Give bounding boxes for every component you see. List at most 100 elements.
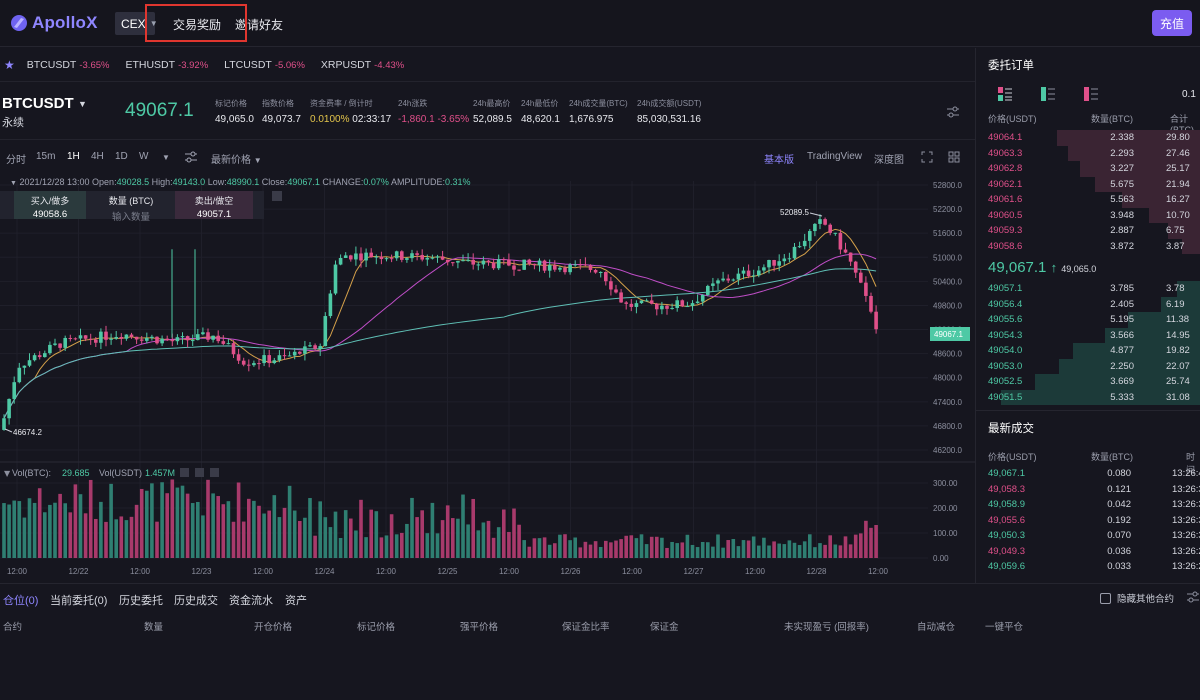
ask-row[interactable]: 49062.8 3.227 25.17: [976, 161, 1200, 177]
row-qty: 3.948: [1110, 209, 1134, 221]
logo[interactable]: ApolloX: [10, 12, 98, 34]
candle-body: [323, 316, 328, 347]
ask-row[interactable]: 49064.1 2.338 29.80: [976, 130, 1200, 146]
fullscreen-icon[interactable]: [921, 151, 933, 163]
volume-usdt-label: Vol(USDT): [99, 468, 142, 478]
orderbook-bids-icon[interactable]: [1041, 87, 1055, 101]
caret-down-icon[interactable]: ▼: [78, 99, 87, 109]
bid-row[interactable]: 49053.0 2.250 22.07: [976, 358, 1200, 374]
quick-qty-input[interactable]: 数量 (BTC) 输入数量: [90, 191, 172, 223]
bid-row[interactable]: 49055.6 5.195 11.38: [976, 312, 1200, 328]
volume-bar: [12, 500, 16, 558]
precision-selector[interactable]: 0.1: [1182, 89, 1196, 100]
candle-body: [73, 338, 78, 340]
bid-row[interactable]: 49054.3 3.566 14.95: [976, 327, 1200, 343]
volume-bar: [797, 545, 802, 558]
ask-row[interactable]: 49062.1 5.675 21.94: [976, 176, 1200, 192]
candle-body: [588, 265, 593, 270]
indicator-sliders-icon[interactable]: [184, 151, 198, 163]
row-total: 25.17: [1166, 163, 1190, 174]
price-chart[interactable]: 52800.0 52200.0 51600.0 51000.0 50400.0 49800…: [0, 171, 975, 581]
tab-positions[interactable]: 仓位(0): [3, 595, 39, 607]
time-tick-label: 12:00: [7, 567, 28, 576]
bid-row[interactable]: 49056.4 2.405 6.19: [976, 296, 1200, 312]
timeframe-1d[interactable]: 1D: [115, 151, 128, 162]
candle-body: [343, 255, 348, 259]
view-tab-basic[interactable]: 基本版: [764, 155, 794, 166]
trade-row: 49,059.6 0.033 13:26:2: [976, 559, 1200, 575]
candle-body: [68, 337, 73, 339]
deposit-button[interactable]: 充值: [1152, 10, 1192, 36]
volume-tick-label: 0.00: [933, 554, 949, 563]
volume-bar: [124, 520, 129, 558]
tab-assets[interactable]: 资产: [285, 595, 307, 607]
close-icon[interactable]: [272, 191, 282, 201]
volume-bar: [751, 536, 756, 558]
ask-row[interactable]: 49059.3 2.887 6.75: [976, 223, 1200, 239]
candle-body: [583, 264, 588, 266]
ticker-item[interactable]: XRPUSDT -4.43%: [321, 59, 404, 71]
volume-bar: [823, 544, 827, 558]
symbol-name[interactable]: BTCUSDT: [2, 95, 74, 112]
star-icon[interactable]: ★: [4, 57, 15, 72]
stat-label: 24h涨跌: [398, 99, 428, 108]
candle-body: [267, 355, 271, 364]
volume-bar: [216, 496, 220, 558]
price-type-dropdown[interactable]: 最新价格 ▼: [211, 151, 262, 166]
tab-order-history[interactable]: 历史委托: [119, 595, 163, 607]
volume-bar: [73, 484, 78, 558]
volume-bar: [308, 498, 312, 558]
tab-funding-flow[interactable]: 资金流水: [229, 595, 273, 607]
ask-row[interactable]: 49063.3 2.293 27.46: [976, 145, 1200, 161]
volume-bar: [369, 509, 373, 558]
hide-other-contracts-toggle[interactable]: 隐藏其他合约: [1100, 591, 1174, 605]
ticker-item[interactable]: LTCUSDT -5.06%: [224, 59, 305, 71]
col-close-all: 一键平仓: [985, 622, 1024, 633]
timeframe-1h[interactable]: 1H: [67, 151, 80, 162]
view-tab-tradingview[interactable]: TradingView: [807, 151, 863, 162]
chart-toolbar: 分时 15m 1H 4H 1D W ▼ 最新价格 ▼ 基本版 TradingVi…: [0, 143, 975, 171]
nav-trading-rewards[interactable]: 交易奖励: [173, 18, 222, 32]
tab-trade-history[interactable]: 历史成交: [174, 595, 218, 607]
orderbook-both-icon[interactable]: [998, 87, 1012, 101]
ask-row[interactable]: 49058.6 3.872 3.87: [976, 238, 1200, 254]
row-price: 49061.6: [988, 194, 1023, 205]
bid-row[interactable]: 49052.5 3.669 25.74: [976, 374, 1200, 390]
ticker-item[interactable]: BTCUSDT -3.65%: [27, 59, 110, 71]
layout-grid-icon[interactable]: [948, 151, 960, 163]
quick-sell-button[interactable]: 卖出/做空 49057.1: [175, 191, 253, 220]
caret-down-icon[interactable]: ▼: [162, 153, 170, 162]
view-tab-depth[interactable]: 深度图: [874, 155, 904, 166]
quick-buy-button[interactable]: 买入/做多 49058.6: [14, 191, 86, 220]
candle-body: [88, 338, 93, 340]
nav-invite-friends[interactable]: 邀请好友: [235, 18, 284, 32]
timeframe-w[interactable]: W: [139, 151, 149, 162]
depth-bar: [1149, 207, 1200, 223]
bid-row[interactable]: 49054.0 4.877 19.82: [976, 343, 1200, 359]
timeframe-line[interactable]: 分时: [6, 155, 26, 166]
volume-bar: [634, 538, 639, 558]
bid-row[interactable]: 49051.5 5.333 31.08: [976, 389, 1200, 405]
candle-body: [639, 300, 644, 304]
ask-row[interactable]: 49061.6 5.563 16.27: [976, 192, 1200, 208]
caret-down-icon[interactable]: ▼: [10, 180, 17, 187]
timeframe-4h[interactable]: 4H: [91, 151, 104, 162]
stat-value: 1,676.975: [569, 114, 614, 125]
bid-row[interactable]: 49057.1 3.785 3.78: [976, 281, 1200, 297]
checkbox[interactable]: [1100, 592, 1111, 604]
candle-body: [221, 341, 226, 344]
orderbook-asks-icon[interactable]: [1084, 87, 1098, 101]
candle-body: [593, 269, 598, 273]
settings-sliders-icon[interactable]: [1186, 591, 1200, 603]
buy-label: 买入/做多: [30, 196, 70, 206]
candle-body: [777, 261, 781, 266]
volume-bar: [547, 544, 552, 558]
settings-sliders-icon[interactable]: [946, 106, 960, 118]
volume-bar: [27, 498, 32, 558]
timeframe-15m[interactable]: 15m: [36, 151, 56, 162]
volume-bar: [731, 539, 736, 558]
volume-bar: [134, 504, 139, 558]
ticker-item[interactable]: ETHUSDT -3.92%: [125, 59, 208, 71]
tab-open-orders[interactable]: 当前委托(0): [50, 595, 108, 607]
ask-row[interactable]: 49060.5 3.948 10.70: [976, 207, 1200, 223]
